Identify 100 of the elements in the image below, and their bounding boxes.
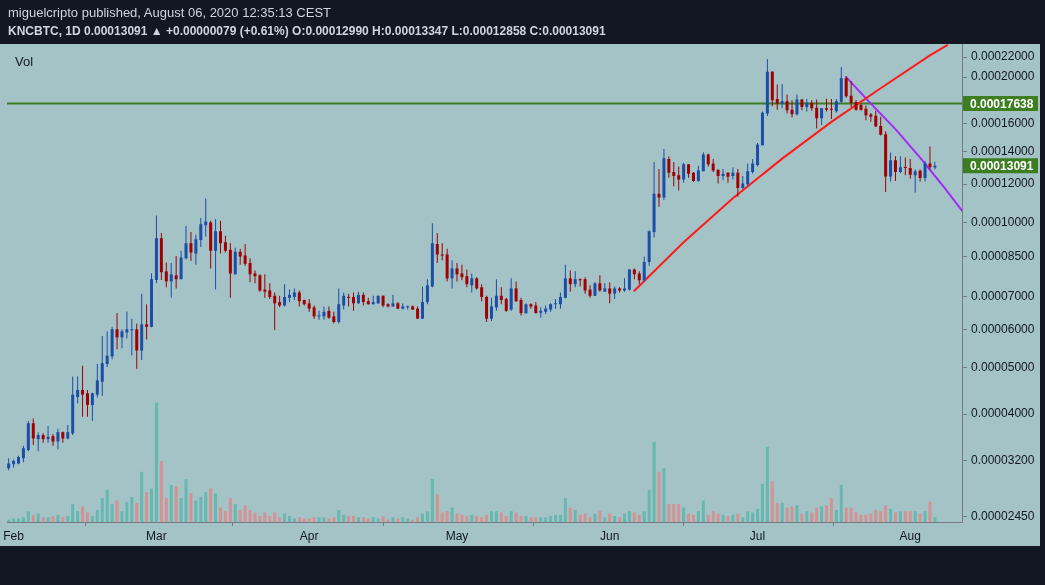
- bar: [17, 518, 20, 522]
- bar: [278, 517, 282, 522]
- candlestick: [130, 318, 134, 356]
- bar: [445, 511, 449, 522]
- bar: [337, 510, 341, 522]
- bar: [731, 514, 735, 522]
- bar: [406, 518, 410, 522]
- candlestick: [406, 305, 410, 310]
- bar: [874, 510, 878, 522]
- bar: [854, 512, 858, 522]
- bar: [677, 504, 681, 522]
- candlestick: [554, 299, 558, 309]
- bar: [696, 511, 700, 522]
- bar: [347, 516, 351, 522]
- bar: [36, 513, 40, 522]
- bar: [223, 511, 227, 522]
- bar: [470, 514, 474, 522]
- bar: [603, 517, 607, 522]
- bar: [844, 507, 848, 522]
- bar: [746, 511, 750, 522]
- bar: [756, 508, 760, 522]
- bar: [342, 514, 346, 522]
- bar: [588, 517, 592, 522]
- bar: [637, 514, 641, 522]
- bar: [563, 498, 567, 522]
- bar: [706, 514, 710, 522]
- bar: [154, 402, 158, 522]
- bar: [893, 512, 897, 522]
- bar: [903, 511, 907, 522]
- bar: [623, 513, 627, 522]
- bar: [416, 517, 420, 522]
- bar: [440, 512, 444, 522]
- bar: [214, 493, 218, 522]
- bar: [647, 489, 651, 522]
- y-tick-label: 0.00016000: [971, 116, 1035, 131]
- bar: [56, 514, 60, 522]
- bar: [578, 514, 582, 522]
- bar: [327, 518, 331, 522]
- bar: [884, 505, 888, 522]
- bar: [302, 518, 306, 522]
- bar: [450, 507, 454, 522]
- bar: [66, 516, 70, 522]
- bar: [189, 493, 193, 522]
- bar: [145, 492, 149, 522]
- bar: [199, 496, 203, 522]
- bar: [568, 507, 572, 522]
- bar: [169, 484, 173, 522]
- bar: [642, 511, 646, 522]
- ref-line-label: 0.00017638: [970, 96, 1034, 111]
- bar: [105, 489, 109, 522]
- bar: [159, 461, 163, 522]
- bar: [721, 514, 725, 522]
- bar: [554, 514, 558, 522]
- bar: [371, 517, 375, 522]
- chart-title: miguelcripto published, August 06, 2020 12:35:13 CEST: [8, 5, 332, 21]
- bar: [51, 516, 55, 522]
- y-tick-label: 0.00007000: [971, 289, 1035, 304]
- bar: [292, 518, 296, 522]
- bar: [785, 507, 789, 522]
- bar: [297, 517, 301, 522]
- bar: [85, 512, 89, 522]
- bar: [726, 516, 730, 522]
- x-tick-label: Aug: [899, 528, 921, 543]
- candlestick: [145, 304, 149, 340]
- bar: [430, 478, 434, 522]
- bar: [682, 507, 686, 522]
- text: 0.00013091: [970, 159, 1034, 174]
- bar: [71, 504, 75, 522]
- bar: [549, 516, 553, 522]
- bar: [839, 484, 843, 522]
- y-tick-label: 0.00003200: [971, 453, 1035, 468]
- bar: [898, 511, 902, 522]
- bar: [825, 505, 829, 522]
- bar: [209, 488, 213, 522]
- bar: [716, 513, 720, 522]
- bar: [41, 517, 45, 522]
- bar: [593, 513, 597, 522]
- bar: [273, 512, 277, 522]
- candlestick: [903, 157, 907, 176]
- bar: [790, 506, 794, 522]
- bar: [869, 513, 873, 522]
- bar: [401, 517, 405, 522]
- bar: [396, 518, 400, 522]
- x-tick-label: Jul: [749, 528, 766, 543]
- bar: [233, 504, 237, 522]
- bar: [534, 517, 538, 522]
- bar: [829, 498, 833, 522]
- bar: [913, 511, 917, 522]
- bar: [770, 481, 774, 522]
- bar: [135, 502, 139, 522]
- bar: [356, 517, 360, 522]
- bar: [100, 498, 104, 522]
- bar: [933, 517, 937, 522]
- y-tick-label: 0.00005000: [971, 359, 1035, 374]
- bar: [810, 512, 814, 522]
- y-tick-label: 0.00012000: [971, 176, 1035, 191]
- bar: [514, 512, 518, 522]
- bar: [613, 516, 617, 522]
- bar: [46, 517, 50, 522]
- x-tick-label: Mar: [146, 528, 167, 543]
